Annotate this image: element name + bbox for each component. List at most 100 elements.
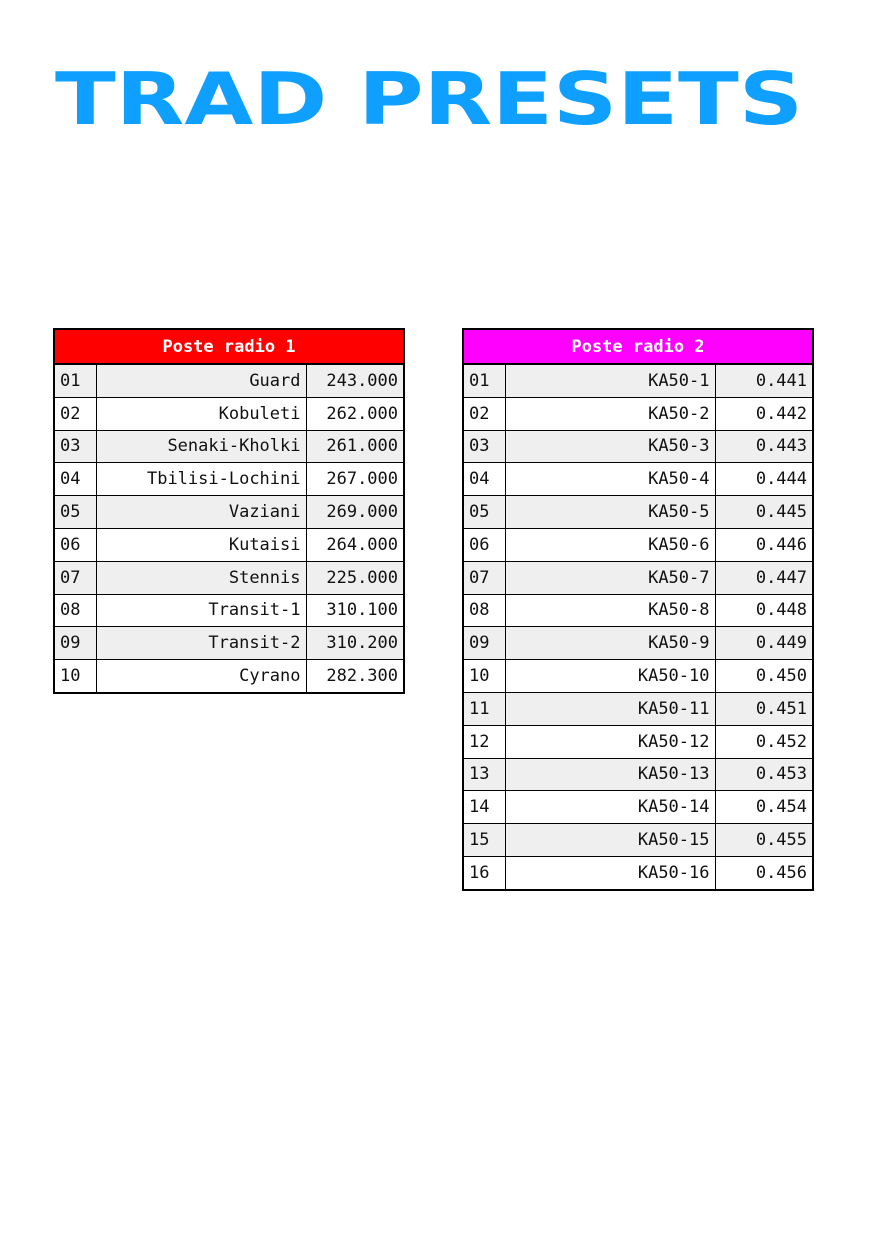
preset-frequency: 0.452 [714,724,814,759]
radio1-header: Poste radio 1 [52,328,406,365]
preset-name: KA50-12 [504,724,716,759]
page-title-graphic: TRAD PRESETS [55,64,803,139]
preset-frequency: 0.447 [714,560,814,595]
preset-name: Senaki-Kholki [95,429,307,464]
preset-name: KA50-11 [504,691,716,726]
preset-name: KA50-2 [504,396,716,431]
preset-frequency: 0.445 [714,495,814,529]
preset-frequency: 0.455 [714,823,814,857]
table-row: 02 Kobuleti 262.000 [53,396,405,431]
preset-number: 05 [462,495,506,529]
page-title-text: TRAD PRESETS [55,64,803,139]
table-row: 08 Transit-1 310.100 [53,593,405,628]
preset-frequency: 0.441 [714,363,814,398]
preset-number: 05 [53,495,97,529]
preset-number: 13 [462,757,506,792]
preset-frequency: 0.444 [714,462,814,497]
radio2-preset-table: Poste radio 2 01 KA50-1 0.441 02 KA50-2 0.442… [461,328,815,891]
table-row: 09 Transit-2 310.200 [53,626,405,661]
preset-number: 04 [53,462,97,497]
preset-number: 07 [462,560,506,595]
preset-name: KA50-16 [504,855,716,891]
preset-number: 08 [462,593,506,628]
preset-name: KA50-6 [504,527,716,562]
preset-frequency: 261.000 [305,429,405,464]
preset-number: 11 [462,691,506,726]
preset-number: 07 [53,560,97,595]
preset-name: Vaziani [95,495,307,529]
preset-number: 01 [53,363,97,398]
preset-number: 09 [53,626,97,661]
preset-name: KA50-7 [504,560,716,595]
table-row: 07 Stennis 225.000 [53,560,405,595]
preset-number: 10 [462,659,506,693]
preset-name: Kobuleti [95,396,307,431]
table-row: 01 Guard 243.000 [53,363,405,398]
preset-frequency: 0.446 [714,527,814,562]
table-row: 01 KA50-1 0.441 [462,363,814,398]
preset-frequency: 225.000 [305,560,405,595]
preset-name: Kutaisi [95,527,307,562]
table-row: 08 KA50-8 0.448 [462,593,814,628]
preset-number: 10 [53,659,97,694]
preset-frequency: 0.443 [714,429,814,464]
preset-name: Tbilisi-Lochini [95,462,307,497]
preset-frequency: 310.200 [305,626,405,661]
preset-frequency: 269.000 [305,495,405,529]
preset-number: 02 [462,396,506,431]
preset-frequency: 0.448 [714,593,814,628]
table-row: 11 KA50-11 0.451 [462,691,814,726]
preset-number: 01 [462,363,506,398]
preset-number: 03 [53,429,97,464]
preset-number: 06 [53,527,97,562]
table-row: 04 Tbilisi-Lochini 267.000 [53,462,405,497]
preset-frequency: 0.454 [714,790,814,825]
preset-name: KA50-3 [504,429,716,464]
radio2-rows: 01 KA50-1 0.441 02 KA50-2 0.442 03 KA50-3 0.443 0… [462,363,814,891]
table-row: 04 KA50-4 0.444 [462,462,814,497]
table-row: 05 KA50-5 0.445 [462,495,814,529]
preset-name: KA50-13 [504,757,716,792]
table-row: 07 KA50-7 0.447 [462,560,814,595]
preset-name: Cyrano [95,659,307,694]
table-row: 05 Vaziani 269.000 [53,495,405,529]
preset-number: 03 [462,429,506,464]
table-row: 03 KA50-3 0.443 [462,429,814,464]
page-title: TRAD PRESETS [55,64,815,139]
table-row: 13 KA50-13 0.453 [462,757,814,792]
table-row: 06 KA50-6 0.446 [462,527,814,562]
preset-number: 06 [462,527,506,562]
preset-frequency: 0.456 [714,855,814,891]
radio1-preset-table: Poste radio 1 01 Guard 243.000 02 Kobuleti 26… [52,328,406,694]
table-row: 09 KA50-9 0.449 [462,626,814,661]
preset-number: 02 [53,396,97,431]
radio2-header: Poste radio 2 [461,328,815,365]
preset-name: KA50-14 [504,790,716,825]
preset-frequency: 0.442 [714,396,814,431]
preset-number: 15 [462,823,506,857]
preset-frequency: 0.450 [714,659,814,693]
preset-name: KA50-10 [504,659,716,693]
preset-frequency: 262.000 [305,396,405,431]
preset-frequency: 243.000 [305,363,405,398]
preset-frequency: 282.300 [305,659,405,694]
preset-name: KA50-9 [504,626,716,661]
preset-number: 12 [462,724,506,759]
table-row: 16 KA50-16 0.456 [462,855,814,891]
table-row: 10 KA50-10 0.450 [462,659,814,693]
preset-name: KA50-1 [504,363,716,398]
preset-frequency: 267.000 [305,462,405,497]
preset-number: 14 [462,790,506,825]
table-row: 15 KA50-15 0.455 [462,823,814,857]
table-row: 03 Senaki-Kholki 261.000 [53,429,405,464]
preset-name: KA50-5 [504,495,716,529]
table-row: 12 KA50-12 0.452 [462,724,814,759]
table-row: 14 KA50-14 0.454 [462,790,814,825]
preset-number: 08 [53,593,97,628]
preset-frequency: 0.453 [714,757,814,792]
preset-number: 09 [462,626,506,661]
preset-frequency: 0.449 [714,626,814,661]
preset-frequency: 0.451 [714,691,814,726]
preset-name: KA50-4 [504,462,716,497]
radio1-rows: 01 Guard 243.000 02 Kobuleti 262.000 03 Senaki-… [53,363,405,694]
